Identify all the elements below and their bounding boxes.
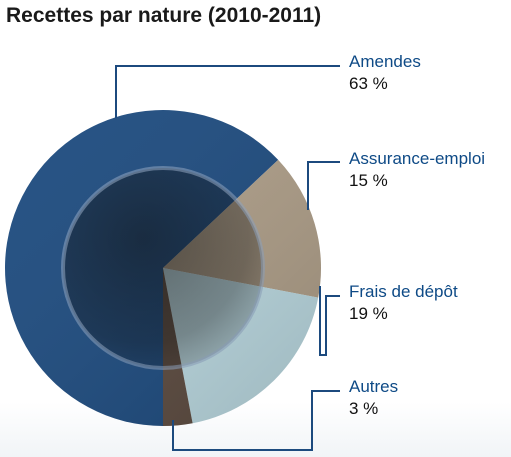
slice-value-assurance-emploi: 15 %	[349, 170, 485, 192]
leader-line-assurance-emploi	[308, 162, 340, 210]
leader-line-frais-de-depot	[320, 286, 340, 355]
label-amendes: Amendes 63 %	[349, 51, 421, 95]
label-assurance-emploi: Assurance-emploi 15 %	[349, 148, 485, 192]
pie-inner-ring	[5, 110, 321, 426]
leader-line-amendes	[116, 66, 340, 118]
slice-value-autres: 3 %	[349, 398, 398, 420]
pie-outer-shade	[5, 110, 321, 426]
slice-value-amendes: 63 %	[349, 73, 421, 95]
label-autres: Autres 3 %	[349, 376, 398, 420]
label-frais-de-depot: Frais de dépôt 19 %	[349, 281, 458, 325]
slice-label-amendes: Amendes	[349, 51, 421, 73]
slice-value-frais-de-depot: 19 %	[349, 303, 458, 325]
slice-label-assurance-emploi: Assurance-emploi	[349, 148, 485, 170]
slice-label-autres: Autres	[349, 376, 398, 398]
slice-label-frais-de-depot: Frais de dépôt	[349, 281, 458, 303]
